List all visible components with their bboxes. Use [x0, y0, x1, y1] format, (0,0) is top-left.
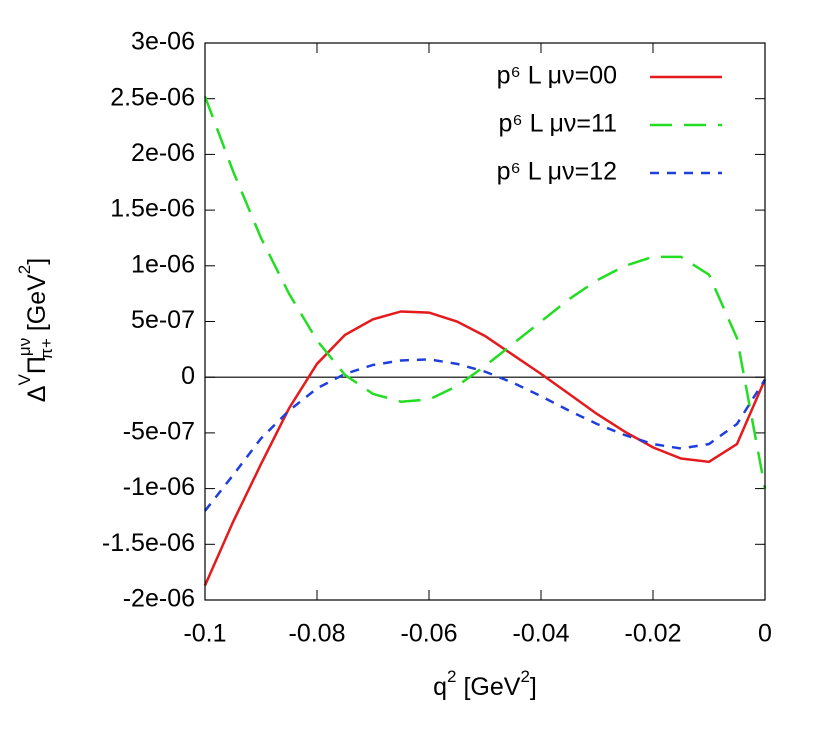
- y-tick-label: 0: [181, 362, 195, 390]
- legend-label: p⁶ L μν=00: [497, 62, 617, 90]
- y-label-part: μν: [15, 338, 34, 356]
- x-tick-label: -0.1: [183, 620, 226, 648]
- x-label-part: 2: [520, 667, 529, 686]
- y-label-part: ]: [23, 258, 51, 265]
- y-label-part: π+: [37, 338, 56, 360]
- y-label-part: 2: [15, 265, 34, 274]
- x-tick-label: -0.06: [401, 620, 458, 648]
- y-tick-label: 2e-06: [131, 139, 195, 167]
- y-tick-label: 5e-07: [131, 306, 195, 334]
- x-tick-label: -0.02: [625, 620, 682, 648]
- x-tick-label: 0: [758, 620, 772, 648]
- y-label-part: Π: [23, 356, 51, 374]
- y-tick-label: -1e-06: [123, 473, 195, 501]
- x-label-part: q: [433, 673, 447, 701]
- y-axis-label: ΔVΠμν π+ [GeV2]: [15, 258, 56, 402]
- plot-frame: [204, 42, 766, 601]
- legend-label: p⁶ L μν=11: [498, 110, 617, 138]
- x-tick-label: -0.08: [289, 620, 346, 648]
- x-tick-label: -0.04: [513, 620, 570, 648]
- x-label-part: ]: [530, 673, 537, 701]
- x-label-part: 2: [447, 667, 456, 686]
- series-line: [203, 310, 767, 587]
- y-tick-label: -1.5e-06: [102, 529, 195, 557]
- y-label-part: V: [15, 374, 34, 386]
- legend-label: p⁶ L μν=12: [497, 158, 617, 186]
- series-line: [204, 358, 767, 512]
- x-label-part: [GeV: [457, 673, 521, 701]
- x-axis-label: q2 [GeV2]: [433, 667, 537, 700]
- y-tick-label: 1e-06: [131, 250, 195, 278]
- y-tick-label: -2e-06: [123, 585, 195, 613]
- y-tick-label: -5e-07: [123, 418, 195, 446]
- y-label-part: Δ: [23, 386, 51, 403]
- y-label-part: [GeV: [23, 274, 51, 338]
- y-tick-label: 2.5e-06: [110, 83, 195, 111]
- y-tick-label: 3e-06: [131, 28, 195, 56]
- y-tick-label: 1.5e-06: [110, 195, 195, 223]
- series-line: [203, 96, 767, 489]
